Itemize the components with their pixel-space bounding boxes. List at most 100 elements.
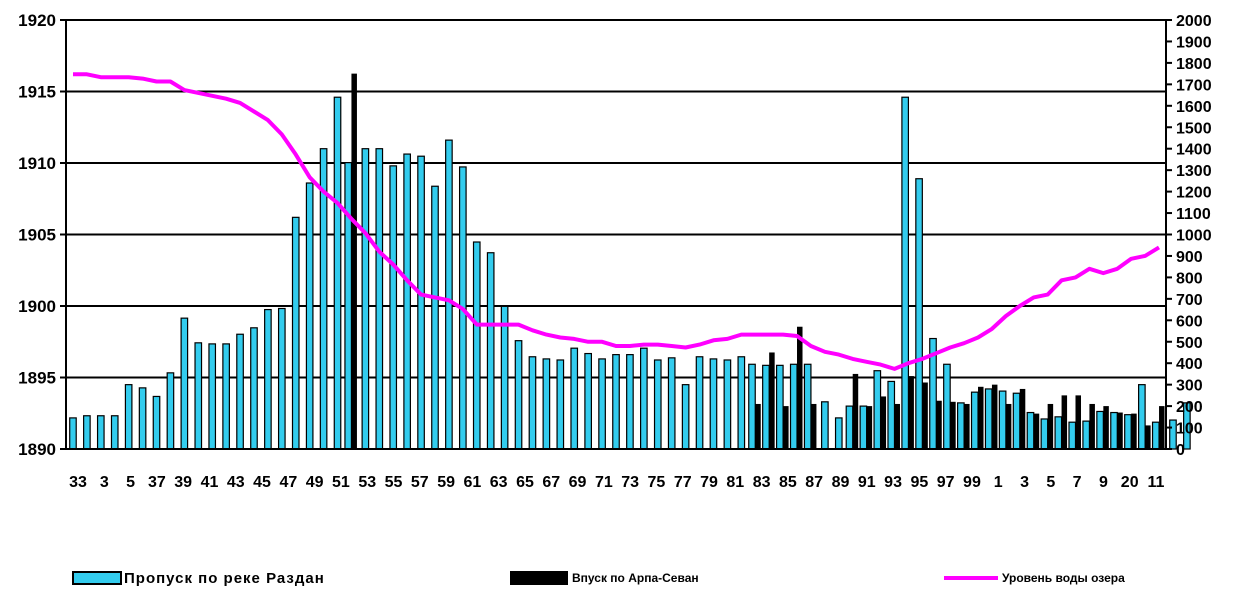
razdan-bar-2003 [1040,418,1049,450]
arpa-bar-2002 [1033,413,1040,449]
x-tick-label: 5 [126,474,135,491]
razdan-bar-1948 [277,307,286,450]
razdan-bar-1937 [124,384,133,450]
razdan-bar-1970 [584,352,593,450]
right-tick-label: 900 [1176,249,1203,266]
x-tick-label: 95 [910,474,928,491]
arpa-bar-2009 [1131,413,1137,449]
arpa-bars [351,73,1165,449]
razdan-bar-1996 [943,363,951,450]
x-tick-label: 3 [1020,474,1029,491]
right-tick-label: 2000 [1176,13,1212,30]
arpa-bar-2001 [1019,388,1026,449]
arpa-bar-1986 [810,403,817,449]
razdan-bar-1998 [970,391,979,450]
x-tick-label: 69 [569,474,587,491]
razdan-bar-1971 [598,358,606,450]
x-tick-label: 91 [858,474,876,491]
razdan-bar-2002 [1026,411,1035,450]
legend-level: Уровень воды озера [944,568,1125,588]
right-tick-label: 200 [1176,399,1203,416]
x-tick-label: 33 [69,474,87,491]
razdan-bar-1955 [375,148,384,450]
razdan-bar-2007 [1096,410,1104,450]
razdan-bar-1979 [709,358,718,450]
x-tick-label: 61 [463,474,481,491]
arpa-bar-2006 [1089,403,1095,449]
legend-razdan: Пропуск по реке Раздан [72,568,325,588]
right-tick-label: 800 [1176,270,1203,287]
razdan-bar-1947 [264,308,272,450]
arpa-bar-2010 [1145,425,1151,449]
arpa-bar-1953 [351,73,357,449]
razdan-bar-1972 [612,354,620,450]
razdan-bar-2001 [1012,392,1021,450]
razdan-bar-2006 [1082,420,1091,450]
right-axis-tick-labels: 0 100 200 300 400 500 600 700 800 900 1000 1100 1200… [1166,13,1212,459]
left-tick-label: 1905 [18,226,56,245]
arpa-bar-1989 [852,373,859,449]
razdan-bar-1935 [96,415,105,450]
x-tick-label: 87 [805,474,823,491]
x-tick-label: 67 [542,474,560,491]
gridlines [66,19,1166,450]
x-tick-label: 65 [516,474,534,491]
arpa-bar-1983 [769,352,775,449]
x-tick-label: 43 [227,474,245,491]
x-tick-label: 5 [1046,474,1055,491]
razdan-bar-1986 [803,363,812,450]
arpa-bar-2007 [1103,406,1109,449]
left-tick-label: 1895 [18,369,56,388]
x-tick-label: 77 [674,474,692,491]
legend-label-level: Уровень воды озера [1002,571,1125,585]
arpa-bar-1995 [936,400,942,449]
x-tick-label: 41 [201,474,219,491]
arpa-bar-1982 [755,403,761,449]
razdan-bar-1960 [445,139,453,450]
right-tick-label: 1100 [1176,206,1211,223]
legend-arpa: Впуск по Арпа-Севан [510,568,699,588]
x-tick-label: 85 [779,474,797,491]
right-tick-label: 1300 [1176,163,1212,180]
x-tick-label: 3 [100,474,109,491]
left-tick-label: 1920 [18,11,56,30]
x-tick-label: 20 [1121,474,1139,491]
razdan-bar-1983 [762,364,770,450]
x-tick-label: 83 [753,474,771,491]
x-tick-label: 93 [884,474,902,491]
left-tick-label: 1915 [18,83,56,102]
lake-level-line [73,72,1161,371]
razdan-bar-2005 [1068,421,1077,450]
right-tick-label: 100 [1176,421,1203,438]
razdan-bar-1950 [305,182,314,450]
right-tick-label: 300 [1176,378,1203,395]
legend-label-razdan: Пропуск по реке Раздан [124,569,325,587]
x-tick-label: 1 [994,474,1003,491]
razdan-bar-1987 [821,401,829,450]
razdan-bar-1940 [166,372,175,450]
arpa-bar-2005 [1075,395,1081,449]
razdan-bar-1963 [486,252,495,450]
arpa-bar-1984 [783,406,789,449]
razdan-bar-1990 [859,405,868,450]
lake-level-polyline [73,72,1161,371]
razdan-bar-1965 [514,340,523,450]
razdan-bar-1975 [653,359,662,450]
razdan-bar-1978 [695,356,704,450]
left-tick-label: 1890 [18,440,56,459]
razdan-bar-2004 [1054,416,1063,450]
razdan-bar-2000 [998,390,1007,450]
razdan-bar-1981 [737,356,746,450]
razdan-bar-1958 [417,155,425,450]
razdan-bar-1989 [845,405,854,450]
razdan-bar-1980 [723,359,732,450]
legend-label-arpa: Впуск по Арпа-Севан [572,571,699,585]
razdan-bar-1968 [556,359,565,450]
arpa-bar-1992 [894,403,900,449]
legend-swatch-arpa [510,571,568,585]
razdan-bar-1967 [542,358,551,450]
razdan-bar-1973 [626,354,634,450]
razdan-bar-1993 [901,96,910,450]
arpa-bar-1999 [991,384,998,449]
x-tick-label: 9 [1099,474,1108,491]
